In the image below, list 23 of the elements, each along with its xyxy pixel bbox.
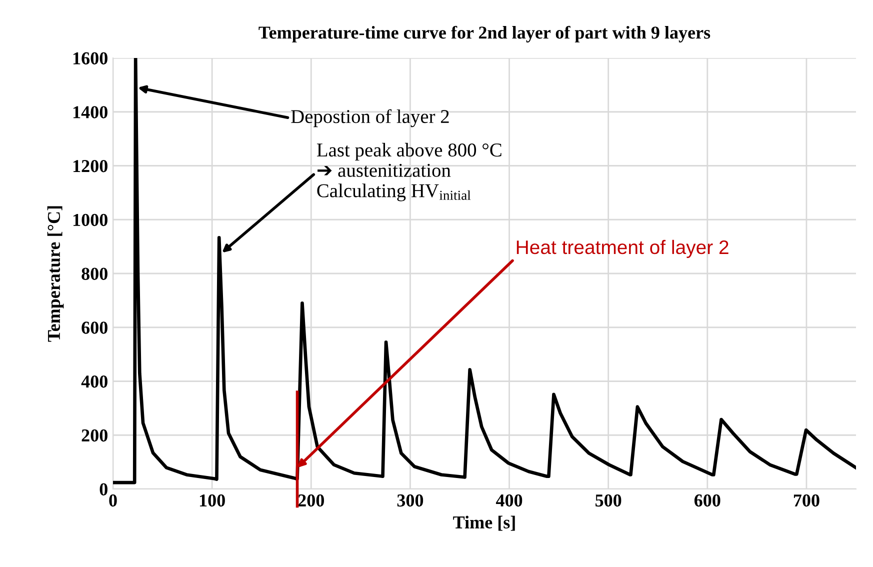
- chart-title: Temperature-time curve for 2nd layer of part with 9 layers: [258, 26, 710, 42]
- x-tick-label: 300: [397, 494, 424, 507]
- x-tick-label: 700: [794, 494, 820, 507]
- x-axis-title: Time [s]: [453, 516, 515, 531]
- y-tick-label: 1400: [73, 106, 108, 118]
- y-tick-label: 1200: [73, 160, 108, 172]
- x-tick-label: 500: [596, 494, 622, 507]
- annotation: Last peak above 800 °C ➔ austenitization Calculating HV$_{initial}$: [316, 142, 502, 202]
- x-tick-label: 600: [694, 494, 720, 507]
- x-tick-label: 0: [109, 494, 117, 507]
- x-tick-label: 200: [298, 494, 324, 507]
- y-tick-label: 200: [82, 429, 108, 442]
- x-tick-label: 400: [496, 494, 522, 507]
- y-tick-label: 400: [81, 376, 108, 388]
- y-tick-label: 600: [82, 322, 108, 334]
- y-axis-title: Temperature [°C]: [47, 206, 64, 342]
- y-tick-label: 800: [82, 268, 108, 280]
- x-tick-label: 100: [200, 494, 225, 507]
- y-tick-label: 0: [100, 483, 108, 496]
- y-tick-label: 1000: [73, 214, 108, 226]
- annotation: Heat treatment of layer 2: [516, 240, 728, 258]
- y-tick-label: 1600: [73, 52, 108, 64]
- annotation: Depostion of layer 2: [291, 109, 449, 128]
